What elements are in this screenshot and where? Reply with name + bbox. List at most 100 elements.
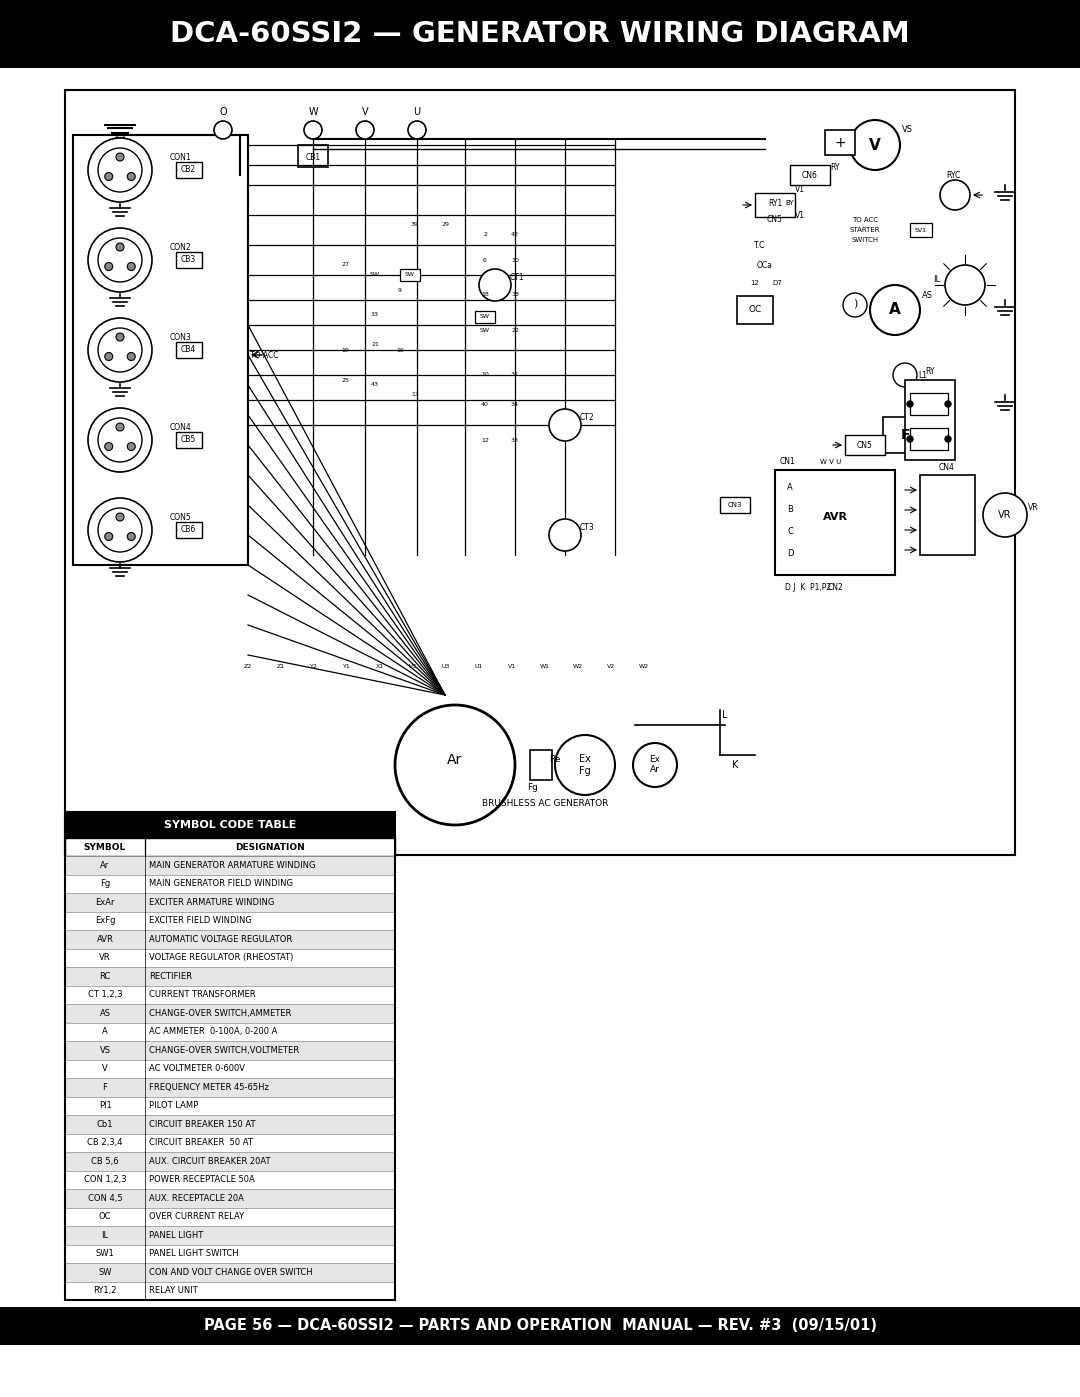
Bar <box>475 312 495 323</box>
Text: V: V <box>869 137 881 152</box>
Text: CIRCUIT BREAKER 150 AT: CIRCUIT BREAKER 150 AT <box>149 1120 256 1129</box>
Text: 39: 39 <box>411 222 419 228</box>
Text: CON AND VOLT CHANGE OVER SWITCH: CON AND VOLT CHANGE OVER SWITCH <box>149 1267 312 1277</box>
Text: CN3: CN3 <box>728 502 742 509</box>
Text: 9: 9 <box>399 288 402 292</box>
Circle shape <box>127 443 135 450</box>
Text: VR: VR <box>99 953 111 963</box>
Text: RC: RC <box>99 972 110 981</box>
Circle shape <box>87 497 152 562</box>
Text: ⏚: ⏚ <box>116 133 124 148</box>
Text: CN1: CN1 <box>780 457 796 467</box>
Circle shape <box>555 735 615 795</box>
Bar <box>65 89 1015 855</box>
Text: 22: 22 <box>511 327 519 332</box>
Bar <box>65 1171 395 1189</box>
Text: C: C <box>787 528 793 536</box>
Text: T.C: T.C <box>754 240 766 250</box>
Circle shape <box>945 436 951 441</box>
Text: 42: 42 <box>511 232 519 237</box>
Bar <box>65 856 395 875</box>
Bar <box>65 875 395 893</box>
Text: U3: U3 <box>442 665 450 669</box>
Text: V3: V3 <box>409 665 417 669</box>
Text: Z2: Z2 <box>244 665 252 669</box>
Text: Y1: Y1 <box>343 665 351 669</box>
Text: L1: L1 <box>918 370 928 380</box>
Text: SW: SW <box>405 272 415 278</box>
Text: Fg: Fg <box>527 782 539 792</box>
Text: POWER RECEPTACLE 50A: POWER RECEPTACLE 50A <box>149 1175 255 1185</box>
Text: EXCITER FIELD WINDING: EXCITER FIELD WINDING <box>149 916 252 925</box>
Text: Fg: Fg <box>99 879 110 888</box>
Text: CON4: CON4 <box>170 423 192 433</box>
Text: RELAY UNIT: RELAY UNIT <box>149 1287 198 1295</box>
Text: VS: VS <box>902 126 913 134</box>
Text: A: A <box>889 303 901 317</box>
Circle shape <box>98 418 141 462</box>
Bar <box>720 497 750 513</box>
Text: W: W <box>308 108 318 117</box>
Text: Ar: Ar <box>100 861 110 870</box>
Text: ExFg: ExFg <box>95 916 116 925</box>
Circle shape <box>105 352 112 360</box>
Text: CT1: CT1 <box>510 272 524 282</box>
Text: RYC: RYC <box>946 170 960 179</box>
Circle shape <box>116 243 124 251</box>
Text: V1: V1 <box>508 665 516 669</box>
Circle shape <box>98 328 141 372</box>
Circle shape <box>116 332 124 341</box>
Text: SW1: SW1 <box>96 1249 114 1259</box>
Text: RECTIFIER: RECTIFIER <box>149 972 192 981</box>
Text: CN4: CN4 <box>940 462 955 472</box>
Text: CT 1,2,3: CT 1,2,3 <box>87 990 122 999</box>
Text: CB2: CB2 <box>180 165 195 175</box>
Bar <box>65 1153 395 1171</box>
Text: BY: BY <box>785 200 794 205</box>
Text: CT3: CT3 <box>580 522 594 531</box>
Bar <box>65 911 395 930</box>
Text: VOLTAGE REGULATOR (RHEOSTAT): VOLTAGE REGULATOR (RHEOSTAT) <box>149 953 294 963</box>
Bar <box>176 522 202 538</box>
Text: SW: SW <box>98 1267 111 1277</box>
Text: W V U: W V U <box>820 460 841 465</box>
Text: CN5: CN5 <box>858 440 873 450</box>
Circle shape <box>87 138 152 203</box>
Bar <box>737 296 773 324</box>
Circle shape <box>549 409 581 441</box>
Text: RY1,2: RY1,2 <box>93 1287 117 1295</box>
Text: 10: 10 <box>481 373 489 377</box>
Text: CON5: CON5 <box>170 514 192 522</box>
Text: AS: AS <box>99 1009 110 1018</box>
Text: EXCITER ARMATURE WINDING: EXCITER ARMATURE WINDING <box>149 898 274 907</box>
Text: CN6: CN6 <box>802 170 818 179</box>
Text: K: K <box>732 760 739 770</box>
Bar <box>176 162 202 177</box>
Text: Cb1: Cb1 <box>97 1120 113 1129</box>
Bar <box>65 1041 395 1059</box>
Bar <box>0 1308 1080 1345</box>
Circle shape <box>940 180 970 210</box>
Text: +: + <box>834 136 846 149</box>
Bar <box>65 930 395 949</box>
Text: IL: IL <box>933 275 941 285</box>
Text: SV1: SV1 <box>915 228 927 232</box>
Text: W2: W2 <box>572 665 583 669</box>
Text: CB6: CB6 <box>180 525 195 535</box>
Bar <box>65 1245 395 1263</box>
Bar <box>920 475 975 555</box>
Bar <box>65 1078 395 1097</box>
Text: DCA-60SSI2 — GENERATOR WIRING DIAGRAM: DCA-60SSI2 — GENERATOR WIRING DIAGRAM <box>171 20 909 47</box>
Bar <box>176 432 202 448</box>
Text: 21: 21 <box>372 342 379 348</box>
Text: DESIGNATION: DESIGNATION <box>235 842 305 852</box>
Text: VR: VR <box>998 510 1012 520</box>
Text: CN5: CN5 <box>767 215 783 224</box>
Text: D7: D7 <box>772 279 782 286</box>
Circle shape <box>87 319 152 381</box>
Text: CHANGE-OVER SWITCH,AMMETER: CHANGE-OVER SWITCH,AMMETER <box>149 1009 292 1018</box>
Text: V: V <box>103 1065 108 1073</box>
Text: AC AMMETER  0-100A, 0-200 A: AC AMMETER 0-100A, 0-200 A <box>149 1027 278 1037</box>
Circle shape <box>395 705 515 826</box>
Text: PAGE 56 — DCA-60SSI2 — PARTS AND OPERATION  MANUAL — REV. #3  (09/15/01): PAGE 56 — DCA-60SSI2 — PARTS AND OPERATI… <box>203 1319 877 1334</box>
